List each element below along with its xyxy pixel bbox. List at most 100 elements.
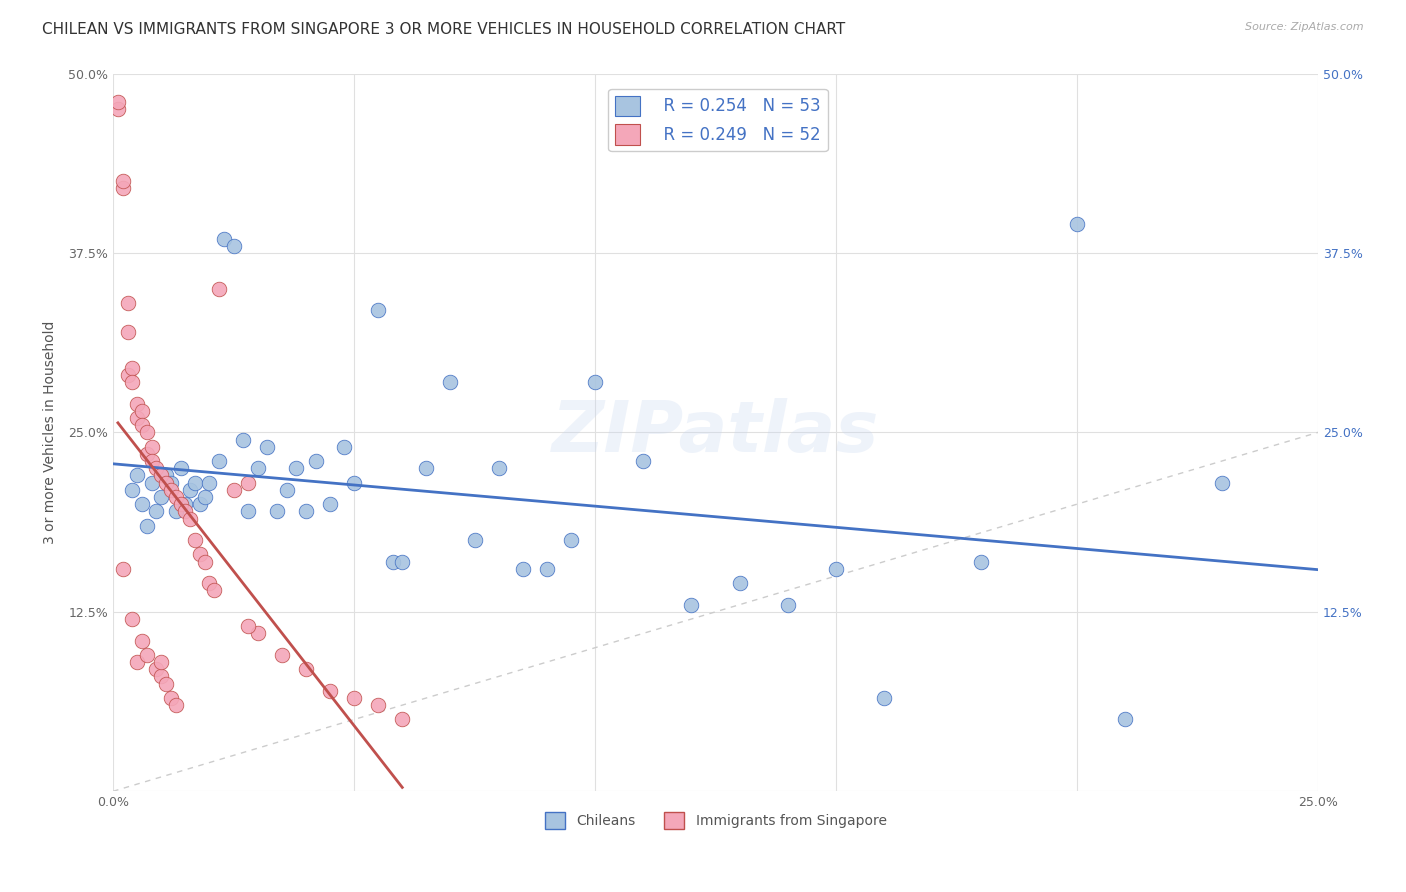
- Point: [256, 440, 278, 454]
- Point: [212, 231, 235, 245]
- Point: [111, 181, 134, 195]
- Point: [145, 504, 167, 518]
- Point: [165, 504, 187, 518]
- Point: [127, 411, 149, 425]
- Point: [131, 497, 153, 511]
- Point: [141, 440, 163, 454]
- Point: [150, 655, 173, 669]
- Point: [111, 562, 134, 576]
- Point: [825, 562, 848, 576]
- Point: [222, 483, 245, 497]
- Point: [270, 648, 292, 662]
- Point: [1066, 217, 1088, 231]
- Point: [304, 454, 326, 468]
- Point: [160, 475, 183, 490]
- Point: [391, 555, 413, 569]
- Point: [117, 325, 139, 339]
- Point: [155, 475, 177, 490]
- Point: [155, 676, 177, 690]
- Point: [131, 633, 153, 648]
- Point: [560, 533, 582, 547]
- Point: [536, 562, 558, 576]
- Text: Source: ZipAtlas.com: Source: ZipAtlas.com: [1246, 22, 1364, 32]
- Point: [150, 490, 173, 504]
- Point: [188, 548, 211, 562]
- Point: [208, 454, 231, 468]
- Point: [728, 576, 751, 591]
- Point: [194, 490, 217, 504]
- Point: [198, 475, 221, 490]
- Point: [776, 598, 799, 612]
- Point: [439, 375, 461, 389]
- Point: [583, 375, 606, 389]
- Point: [1211, 475, 1233, 490]
- Point: [121, 375, 143, 389]
- Point: [160, 483, 183, 497]
- Point: [121, 612, 143, 626]
- Point: [165, 698, 187, 713]
- Point: [135, 648, 157, 662]
- Point: [319, 683, 342, 698]
- Point: [135, 447, 157, 461]
- Point: [633, 454, 655, 468]
- Point: [127, 397, 149, 411]
- Point: [276, 483, 298, 497]
- Point: [169, 461, 191, 475]
- Point: [155, 468, 177, 483]
- Point: [681, 598, 703, 612]
- Point: [208, 282, 231, 296]
- Point: [135, 425, 157, 440]
- Point: [367, 698, 389, 713]
- Point: [160, 690, 183, 705]
- Point: [343, 690, 366, 705]
- Point: [117, 296, 139, 310]
- Point: [969, 555, 991, 569]
- Point: [873, 690, 896, 705]
- Point: [141, 454, 163, 468]
- Point: [194, 555, 217, 569]
- Point: [107, 95, 129, 110]
- Point: [295, 662, 318, 676]
- Text: ZIPatlas: ZIPatlas: [553, 398, 879, 467]
- Point: [169, 497, 191, 511]
- Point: [174, 504, 197, 518]
- Point: [121, 360, 143, 375]
- Point: [246, 461, 269, 475]
- Point: [367, 303, 389, 318]
- Point: [236, 619, 259, 633]
- Point: [184, 475, 207, 490]
- Point: [1114, 713, 1136, 727]
- Point: [111, 174, 134, 188]
- Point: [135, 518, 157, 533]
- Point: [184, 533, 207, 547]
- Point: [246, 626, 269, 640]
- Point: [150, 669, 173, 683]
- Point: [145, 662, 167, 676]
- Point: [121, 483, 143, 497]
- Point: [107, 103, 129, 117]
- Point: [512, 562, 534, 576]
- Point: [391, 713, 413, 727]
- Point: [131, 404, 153, 418]
- Point: [150, 468, 173, 483]
- Text: CHILEAN VS IMMIGRANTS FROM SINGAPORE 3 OR MORE VEHICLES IN HOUSEHOLD CORRELATION: CHILEAN VS IMMIGRANTS FROM SINGAPORE 3 O…: [42, 22, 845, 37]
- Point: [141, 475, 163, 490]
- Point: [179, 511, 201, 525]
- Point: [127, 655, 149, 669]
- Point: [236, 504, 259, 518]
- Point: [188, 497, 211, 511]
- Point: [236, 475, 259, 490]
- Point: [295, 504, 318, 518]
- Y-axis label: 3 or more Vehicles in Household: 3 or more Vehicles in Household: [44, 321, 58, 544]
- Point: [202, 583, 225, 598]
- Point: [285, 461, 308, 475]
- Legend: Chileans, Immigrants from Singapore: Chileans, Immigrants from Singapore: [538, 806, 891, 835]
- Point: [127, 468, 149, 483]
- Point: [415, 461, 437, 475]
- Point: [145, 461, 167, 475]
- Point: [232, 433, 254, 447]
- Point: [222, 239, 245, 253]
- Point: [198, 576, 221, 591]
- Point: [488, 461, 510, 475]
- Point: [174, 497, 197, 511]
